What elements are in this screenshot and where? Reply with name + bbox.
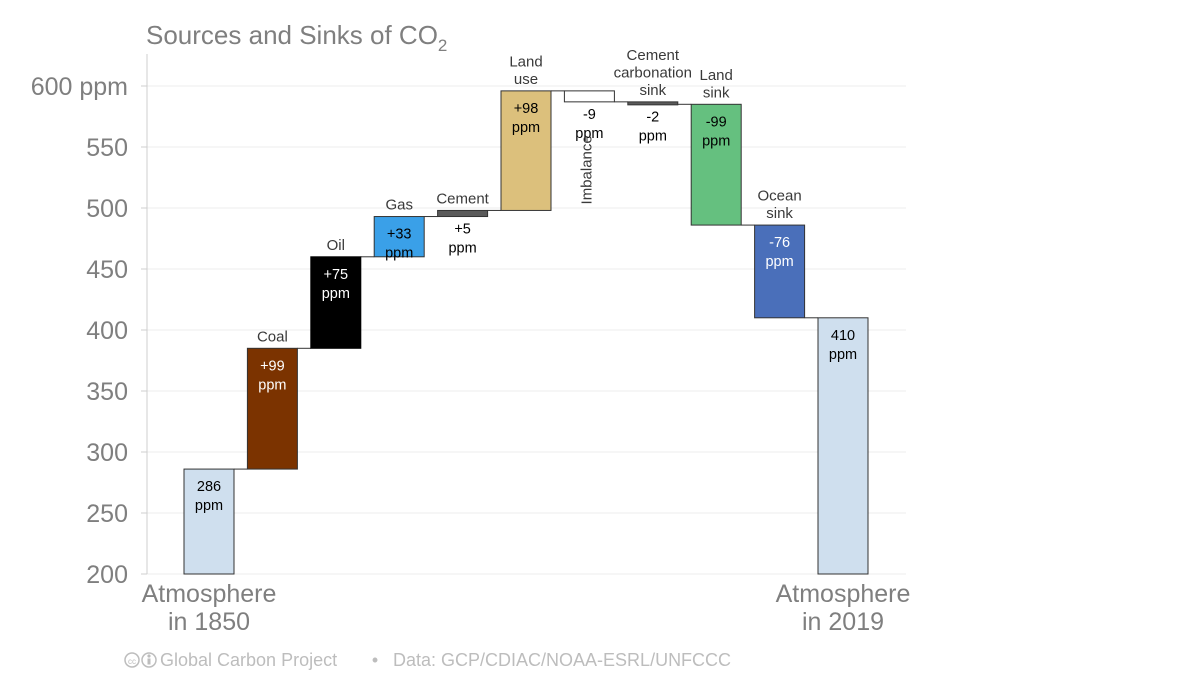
bars	[183, 90, 869, 575]
bar-imbalance	[563, 90, 615, 103]
category-label-landsink: Land	[700, 67, 733, 84]
ytick-label-250: 250	[86, 500, 128, 528]
bar-gas	[373, 216, 425, 258]
chart-title: Sources and Sinks of CO2	[146, 20, 447, 55]
bar-atm1850	[183, 468, 235, 575]
value-label-gas: ppm	[385, 246, 413, 262]
bottom-label-atm1850: Atmosphere	[142, 580, 277, 608]
value-label-landuse: ppm	[512, 120, 540, 136]
footer-source: Global Carbon Project	[160, 650, 337, 670]
ytick-label-350: 350	[86, 378, 128, 406]
value-label-oil: ppm	[322, 286, 350, 302]
bottom-label-atm2019: Atmosphere	[776, 580, 911, 608]
ytick-label-200: 200	[86, 561, 128, 589]
category-label-oil: Oil	[327, 237, 345, 254]
value-label-coal: ppm	[258, 377, 286, 393]
ytick-label-400: 400	[86, 317, 128, 345]
bar-coal	[246, 347, 298, 470]
footer-separator: •	[372, 650, 378, 670]
category-label-gas: Gas	[385, 197, 413, 214]
category-label-cementsink: carbonation	[614, 64, 692, 81]
bottom-label-atm2019: in 2019	[802, 608, 884, 636]
footer-data-credit: Data: GCP/CDIAC/NOAA-ESRL/UNFCCC	[393, 650, 731, 670]
category-label-landsink: sink	[703, 84, 730, 101]
bottom-label-atm1850: in 1850	[168, 608, 250, 636]
category-label-coal: Coal	[257, 328, 288, 345]
y-axis-ticks: 200 250 300 350 400 450 500 550 600 ppm	[31, 73, 147, 589]
ytick-label-300: 300	[86, 439, 128, 467]
connectors	[234, 90, 818, 470]
ytick-label-600: 600 ppm	[31, 73, 128, 101]
ytick-label-450: 450	[86, 256, 128, 284]
category-label-imbalance: Imbalance	[578, 135, 595, 204]
value-label-gas: +33	[387, 227, 412, 243]
value-label-atm2019: ppm	[829, 347, 857, 363]
creative-commons-icon: cc	[124, 652, 157, 668]
value-label-landsink: -99	[706, 114, 727, 130]
value-label-cement: ppm	[448, 241, 476, 257]
value-label-oceansink: -76	[769, 235, 790, 251]
bar-labels: 286 ppm +99 ppm Coal +75 ppm Oil +33 ppm Gas +5 ppm C…	[195, 47, 857, 514]
value-label-landsink: ppm	[702, 133, 730, 149]
value-label-oceansink: ppm	[765, 254, 793, 270]
footer: cc Global Carbon Project • Data: GCP/CDI…	[124, 650, 731, 670]
bar-atm2019	[817, 317, 869, 575]
bar-landuse	[500, 90, 552, 211]
category-label-oceansink: Ocean	[757, 188, 801, 205]
category-label-landuse: use	[514, 71, 538, 88]
bar-cementsink	[627, 101, 679, 106]
value-label-atm1850: 286	[197, 479, 221, 495]
bar-cement	[437, 209, 489, 218]
value-label-cementsink: -2	[646, 109, 659, 125]
value-label-oil: +75	[323, 267, 348, 283]
category-label-landuse: Land	[509, 53, 542, 70]
value-label-atm1850: ppm	[195, 498, 223, 514]
value-label-coal: +99	[260, 358, 285, 374]
bar-oil	[310, 256, 362, 349]
value-label-cement: +5	[454, 222, 471, 238]
svg-text:cc: cc	[128, 657, 136, 666]
category-label-cementsink: Cement	[627, 47, 680, 64]
value-label-imbalance: -9	[583, 107, 596, 123]
category-label-oceansink: sink	[766, 205, 793, 222]
value-label-atm2019: 410	[831, 328, 855, 344]
ytick-label-500: 500	[86, 195, 128, 223]
value-label-cementsink: ppm	[639, 128, 667, 144]
category-label-cement: Cement	[436, 190, 489, 207]
value-label-imbalance: ppm	[575, 126, 603, 142]
category-label-cementsink: sink	[639, 82, 666, 99]
ytick-label-550: 550	[86, 134, 128, 162]
bar-landsink	[690, 103, 742, 226]
value-label-landuse: +98	[514, 101, 539, 117]
bar-oceansink	[754, 224, 806, 319]
